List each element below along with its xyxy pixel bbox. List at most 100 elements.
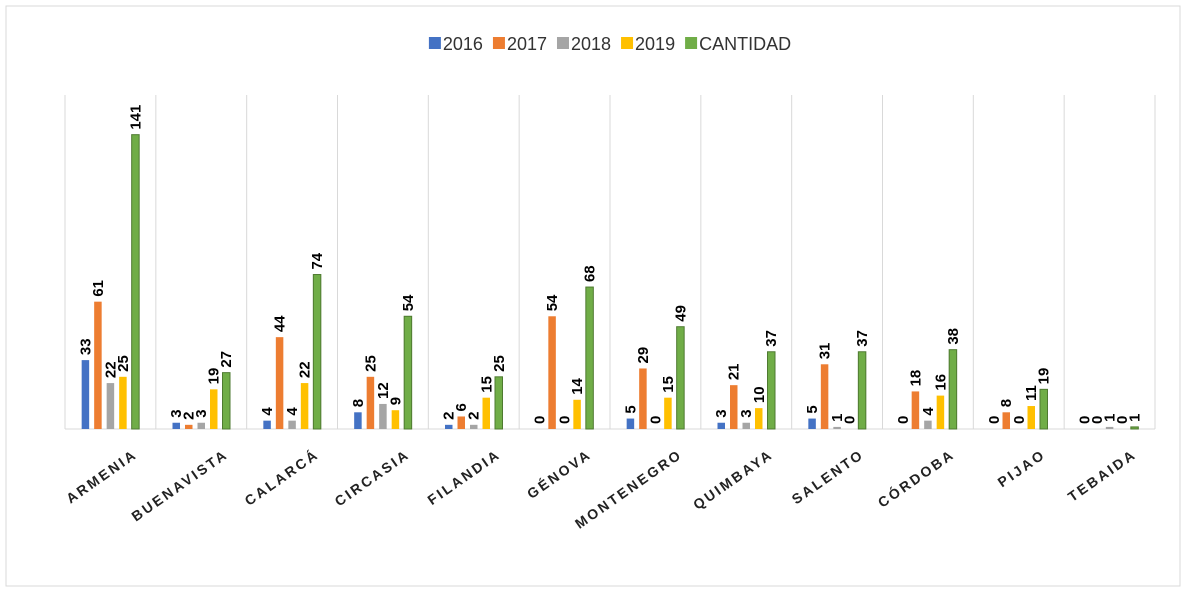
bar [263, 420, 271, 429]
bar [911, 391, 920, 429]
bar [820, 364, 829, 429]
bar [548, 316, 556, 429]
value-label: 0 [1011, 416, 1028, 424]
value-label: 33 [77, 338, 94, 355]
legend-swatch [428, 37, 441, 49]
value-label: 25 [362, 355, 379, 372]
bar [379, 403, 387, 429]
value-label: 11 [1023, 385, 1040, 401]
bar [857, 351, 867, 430]
bar [403, 315, 413, 430]
legend-label: CANTIDAD [699, 34, 791, 54]
legend-swatch [621, 37, 634, 49]
bar [833, 426, 841, 429]
legend-label: 2018 [571, 34, 611, 54]
value-label: 0 [557, 416, 574, 424]
value-label: 0 [1077, 416, 1094, 424]
value-label: 16 [932, 374, 949, 391]
value-label: 37 [763, 330, 780, 347]
bar [288, 420, 296, 429]
bar [1027, 406, 1035, 429]
value-label: 25 [115, 355, 132, 372]
bar [1002, 412, 1010, 429]
bar [482, 397, 490, 429]
legend-label: 2019 [635, 34, 675, 54]
bar [639, 368, 647, 429]
bar [1130, 426, 1139, 430]
value-label: 0 [986, 416, 1003, 424]
bar [717, 422, 725, 429]
value-label: 1 [1102, 414, 1119, 422]
value-label: 61 [90, 280, 107, 297]
value-label: 0 [647, 416, 664, 424]
value-label: 1 [829, 414, 846, 422]
value-label: 5 [622, 405, 639, 413]
value-label: 4 [920, 407, 937, 416]
bar [106, 383, 115, 429]
bar [312, 274, 322, 430]
bar [222, 372, 231, 430]
value-label: 12 [375, 382, 392, 399]
bar [808, 418, 816, 429]
bar [366, 376, 375, 429]
bar [172, 422, 180, 429]
legend-swatch [685, 37, 698, 49]
bar [573, 399, 581, 429]
value-label: 10 [751, 386, 768, 403]
bar [742, 422, 750, 429]
value-label: 0 [895, 416, 912, 424]
bar [676, 326, 685, 430]
value-label: 5 [804, 405, 821, 413]
value-label: 27 [218, 351, 235, 368]
value-label: 68 [582, 265, 599, 282]
value-label: 29 [635, 347, 652, 364]
value-label: 54 [544, 294, 561, 311]
bar [457, 416, 465, 429]
bar [354, 412, 362, 429]
value-label: 21 [726, 363, 743, 380]
value-label: 22 [102, 361, 119, 378]
bar [391, 410, 400, 429]
bar [936, 395, 945, 429]
value-label: 22 [297, 361, 314, 378]
bar [755, 408, 763, 429]
value-label: 3 [713, 409, 730, 417]
bar [197, 422, 205, 429]
value-label: 18 [907, 370, 924, 387]
value-label: 4 [259, 407, 276, 416]
value-label: 15 [660, 376, 677, 393]
value-label: 0 [1089, 416, 1106, 424]
bar [1039, 388, 1048, 430]
bar [131, 134, 140, 430]
bar [94, 301, 102, 429]
value-label: 2 [441, 411, 458, 419]
bar [494, 376, 503, 430]
value-label: 3 [738, 409, 755, 417]
bar [626, 418, 635, 429]
bar [185, 424, 193, 429]
bar [210, 389, 218, 429]
value-label: 14 [569, 377, 586, 394]
value-label: 8 [350, 399, 367, 407]
bar [445, 424, 453, 429]
value-label: 3 [193, 409, 210, 417]
value-label: 2 [466, 411, 483, 419]
value-label: 8 [998, 399, 1015, 407]
value-label: 0 [842, 416, 859, 424]
value-label: 38 [945, 328, 962, 345]
bar [470, 424, 478, 429]
bar [1105, 426, 1114, 429]
value-label: 19 [206, 368, 223, 385]
bar [730, 385, 738, 429]
bar [300, 383, 309, 429]
legend-swatch [556, 37, 569, 49]
value-label: 19 [1036, 368, 1053, 385]
value-label: 49 [672, 305, 689, 322]
legend-label: 2017 [507, 34, 547, 54]
value-label: 9 [387, 397, 404, 405]
legend-label: 2016 [443, 34, 483, 54]
bar [275, 337, 284, 429]
value-label: 1 [1127, 414, 1144, 422]
value-label: 2 [181, 411, 198, 419]
